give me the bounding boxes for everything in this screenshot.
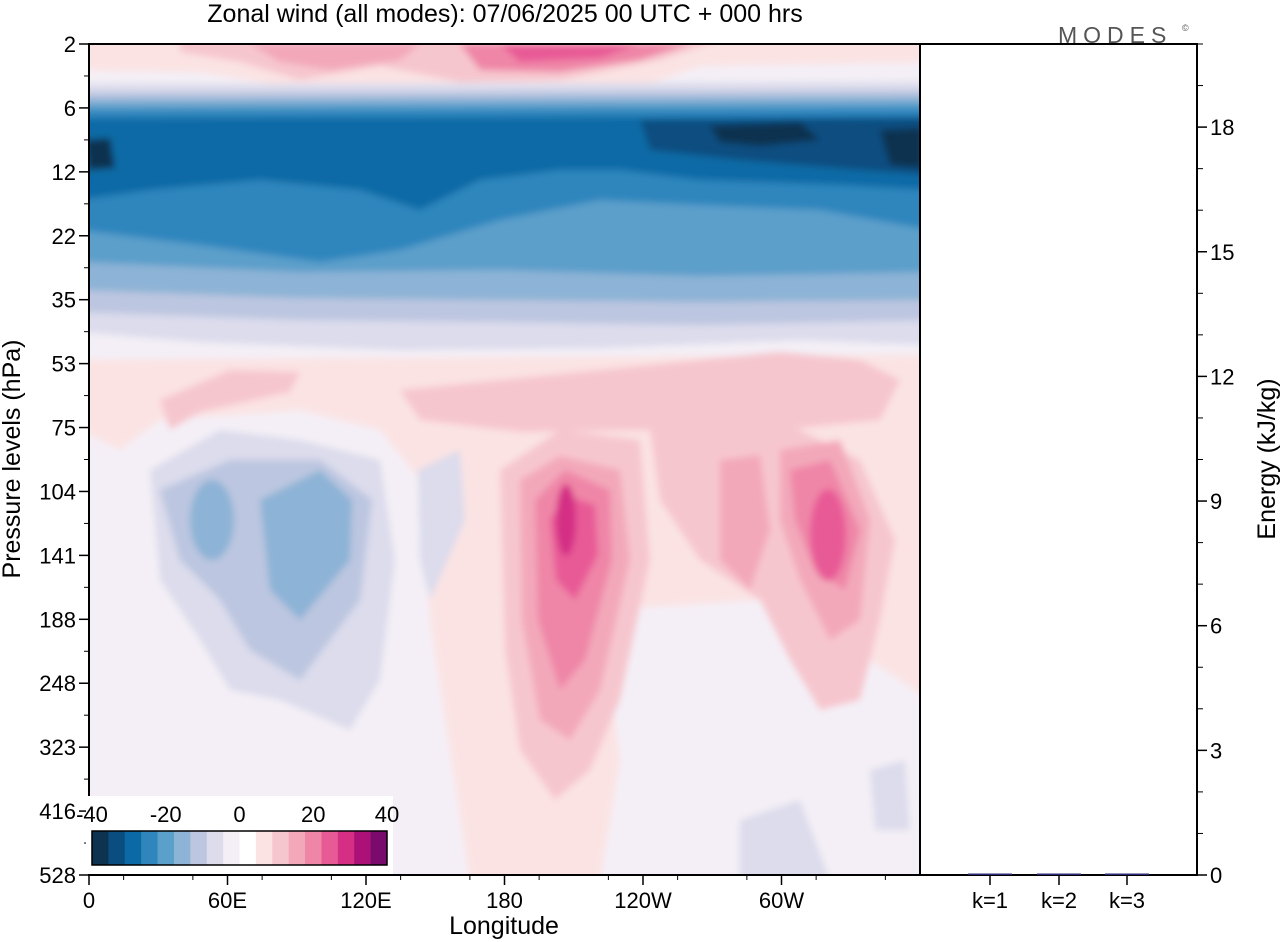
mode-label: k=1: [972, 888, 1008, 913]
x-tick-label: 120W: [614, 888, 672, 913]
colorbar-swatch: [108, 831, 126, 865]
x-tick-label: 60E: [208, 888, 247, 913]
energy-tick-label: 18: [1210, 115, 1234, 140]
energy-panel: [919, 43, 1198, 876]
colorbar-frame: [91, 830, 388, 866]
contour-mid-pos-1: [400, 352, 900, 432]
mode-label: k=3: [1109, 888, 1145, 913]
y-tick-label: 104: [39, 479, 76, 504]
colorbar-tick-label: -20: [150, 802, 182, 827]
colorbar-swatch: [321, 831, 339, 865]
contour-lobe-neg-3: [260, 470, 352, 620]
contour-pac-pos-5: [556, 484, 576, 556]
energy-tick-label: 15: [1210, 240, 1234, 265]
y-tick-label: 53: [52, 352, 76, 377]
energy-tick-label: 0: [1210, 863, 1222, 888]
energy-bar-k=3: [1105, 873, 1149, 875]
colorbar-swatch: [272, 831, 290, 865]
contour-east-pos-5: [810, 489, 846, 581]
y-tick-label: 6: [64, 96, 76, 121]
colorbar-tick-label: 0: [233, 802, 245, 827]
contour-lobe-neg-4: [190, 480, 234, 560]
energy-tick-label: 9: [1210, 489, 1222, 514]
y-tick-label: 416: [39, 799, 76, 824]
colorbar-swatch: [305, 831, 322, 865]
contour-lobe-neg-5: [418, 450, 465, 600]
y-tick-label: 35: [52, 288, 76, 313]
contour-east-pos-2: [720, 455, 770, 590]
y-tick-label: 248: [39, 671, 76, 696]
y-tick-label: 22: [52, 224, 76, 249]
colorbar-swatch: [157, 831, 175, 865]
contour-top-pos-3: [250, 44, 420, 70]
colorbar-swatch: [370, 831, 388, 865]
colorbar-tick-label: -40: [76, 802, 108, 827]
energy-tick-label: 3: [1210, 738, 1222, 763]
y-tick-label: 528: [39, 863, 76, 888]
colorbar-swatch: [173, 831, 191, 865]
colorbar-swatch: [288, 831, 306, 865]
mode-label: k=2: [1041, 888, 1077, 913]
x-tick-label: 60W: [759, 888, 804, 913]
x-tick-label: 180: [486, 888, 523, 913]
colorbar-swatch: [206, 831, 224, 865]
energy-bar-k=2: [1037, 873, 1081, 875]
chart-title: Zonal wind (all modes): 07/06/2025 00 UT…: [207, 0, 802, 28]
colorbar-swatch: [223, 831, 240, 865]
contour-surf-neg-1: [740, 800, 829, 875]
pressure-axis: 2 6 12 22 35 53 75 104 141 188 248 323 416 528: [39, 32, 89, 888]
colorbar-swatch: [239, 831, 257, 865]
energy-bar-k=1: [968, 873, 1012, 875]
contour-neg-9: [880, 128, 920, 168]
colorbar-swatch: [124, 831, 142, 865]
longitude-axis: 0 60E 120E 180 120W 60W: [83, 875, 886, 913]
x-tick-label: 120E: [340, 888, 391, 913]
contour-mid-pos-2: [160, 370, 300, 430]
x-axis-label: Longitude: [449, 912, 559, 940]
x-tick-label: 0: [83, 888, 95, 913]
colorbar-tick-label: 40: [375, 802, 399, 827]
y-tick-label: 141: [39, 543, 76, 568]
y-tick-label: 323: [39, 735, 76, 760]
colorbar: -40 -20 0 20 40: [76, 796, 399, 874]
contour-neg-8: [710, 122, 820, 146]
colorbar-swatch: [354, 831, 372, 865]
y-tick-label: 188: [39, 607, 76, 632]
zonal-wind-heatmap: [89, 44, 920, 875]
contour-surf-neg-2: [870, 760, 910, 830]
energy-bars: [968, 873, 1149, 875]
energy-tick-label: 6: [1210, 614, 1222, 639]
contour-neg-10: [89, 138, 115, 170]
y-tick-label: 2: [64, 32, 76, 57]
colorbar-swatch: [337, 831, 355, 865]
colorbar-swatch: [255, 831, 273, 865]
contour-neg-7: [640, 118, 920, 175]
energy-axis: 0 3 6 9 12 15 18: [1197, 43, 1234, 888]
y-tick-label: 75: [52, 416, 76, 441]
energy-axis-label: Energy (kJ/kg): [1253, 378, 1280, 539]
colorbar-tick-label: 20: [301, 802, 325, 827]
colorbar-swatch: [190, 831, 208, 865]
colorbar-swatch: [141, 831, 159, 865]
mode-axis: k=1 k=2 k=3: [972, 875, 1145, 913]
energy-tick-label: 12: [1210, 364, 1234, 389]
y-axis-label: Pressure levels (hPa): [0, 340, 26, 579]
colorbar-swatch: [92, 831, 109, 865]
contour-top-pos-5: [500, 44, 640, 62]
y-tick-label: 12: [52, 160, 76, 185]
modes-logo-mark: ©: [1182, 23, 1195, 33]
